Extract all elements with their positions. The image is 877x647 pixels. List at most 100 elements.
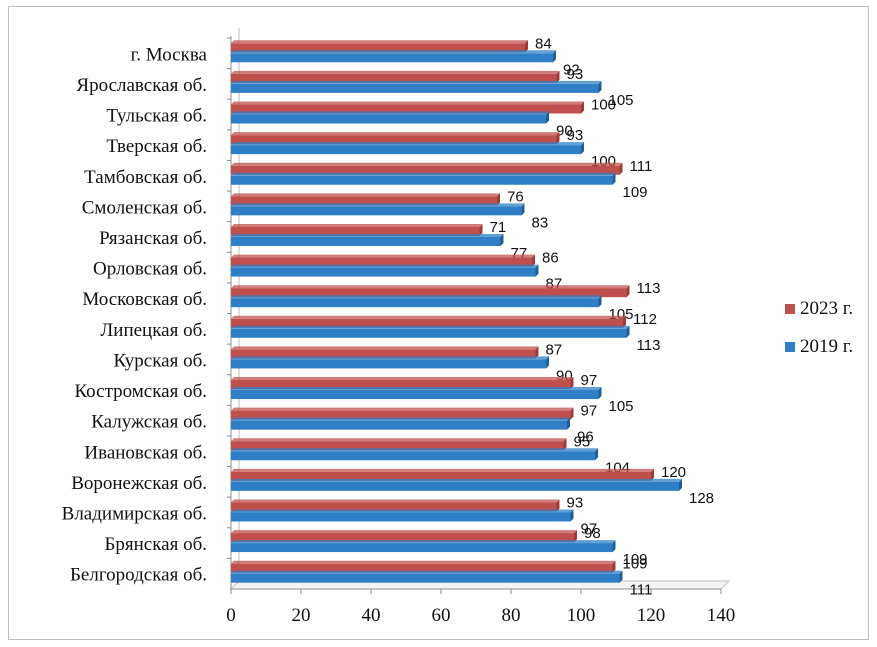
bar-2023-cap	[556, 132, 560, 145]
bar-2019-top	[231, 417, 570, 421]
bar-2019	[231, 53, 553, 63]
bar-2019-top	[231, 448, 598, 452]
bar-2023	[231, 380, 571, 390]
bar-2019	[231, 420, 567, 430]
data-label-2023: 112	[633, 311, 657, 328]
data-label-2023: 93	[567, 494, 584, 511]
category-label: Костромская об.	[74, 381, 207, 402]
data-label-2023: 98	[584, 525, 601, 542]
bar-2023-top	[231, 162, 623, 166]
x-tick-label: 80	[502, 605, 521, 626]
bar-2023-top	[231, 254, 535, 258]
bar-2019-cap	[598, 387, 602, 400]
bar-2023	[231, 43, 525, 53]
bar-2023-cap	[556, 499, 560, 512]
category-label: г. Москва	[131, 44, 208, 65]
bar-2019-top	[231, 203, 525, 207]
bar-2019	[231, 175, 613, 185]
bar-2023	[231, 318, 623, 328]
data-label-2023: 100	[591, 97, 616, 114]
data-label-2023: 71	[490, 219, 507, 236]
bar-2019-cap	[546, 111, 549, 124]
bar-2023-top	[231, 132, 560, 136]
bar-2023-cap	[651, 468, 654, 481]
x-tick-label: 40	[362, 605, 381, 626]
bar-2019-top	[231, 142, 584, 146]
bar-2023	[231, 288, 627, 298]
bar-2023	[231, 135, 557, 145]
bar-2023-cap	[556, 70, 560, 83]
bar-2019	[231, 114, 546, 124]
data-label-2019: 96	[577, 429, 594, 446]
data-label-2023: 120	[661, 464, 686, 481]
bar-2019	[231, 573, 620, 583]
data-label-2019: 105	[609, 92, 634, 109]
data-label-2023: 87	[546, 341, 563, 358]
bar-2023-top	[231, 101, 584, 105]
bar-2019-cap	[626, 325, 630, 338]
data-label-2019: 128	[689, 490, 714, 507]
bar-2023-cap	[612, 560, 616, 573]
bar-2023-top	[231, 70, 560, 74]
bar-2023	[231, 410, 571, 420]
bar-2019-top	[231, 233, 504, 237]
legend-swatch-0	[785, 304, 795, 314]
bar-2023	[231, 226, 480, 236]
data-label-2019: 113	[637, 337, 661, 354]
bar-2023-cap	[525, 40, 528, 53]
x-tick-label: 0	[226, 605, 236, 626]
bar-2019-cap	[570, 509, 574, 522]
data-label-2019: 92	[563, 61, 580, 78]
x-tick-label: 120	[637, 605, 666, 626]
bar-2019-cap	[553, 50, 556, 63]
data-label-2023: 76	[507, 188, 524, 205]
bar-2019-top	[231, 80, 602, 84]
bar-2023-cap	[626, 285, 630, 298]
bar-2019-cap	[521, 203, 525, 216]
bar-2023-cap	[623, 315, 626, 328]
bar-2019	[231, 390, 599, 400]
bar-2023-cap	[563, 438, 567, 451]
x-tick-label: 60	[432, 605, 451, 626]
bar-2023-top	[231, 499, 560, 503]
bar-2023	[231, 104, 581, 114]
bar-2023-top	[231, 223, 483, 227]
bar-2019-cap	[619, 570, 623, 583]
bar-2019	[231, 236, 501, 246]
bar-2023	[231, 441, 564, 451]
bar-2019-top	[231, 540, 616, 544]
category-label: Липецкая об.	[100, 320, 207, 341]
bar-2019-top	[231, 478, 682, 482]
category-label: Тамбовская об.	[84, 167, 207, 188]
bar-2019-top	[231, 356, 549, 360]
bar-2023-cap	[619, 162, 623, 175]
bar-2023	[231, 73, 557, 83]
bar-2023-cap	[497, 193, 500, 206]
category-label: Воронежская об.	[71, 473, 207, 494]
bar-2023-top	[231, 530, 577, 534]
bar-2023-top	[231, 560, 616, 564]
bar-2019-cap	[612, 540, 616, 553]
category-label: Брянская об.	[104, 534, 207, 555]
data-label-2023: 95	[574, 433, 591, 450]
bar-2023-top	[231, 193, 500, 197]
bar-2019-cap	[612, 172, 616, 185]
legend-label-0: 2023 г.	[800, 298, 853, 319]
data-label-2023: 86	[542, 250, 559, 267]
bar-2019	[231, 267, 536, 277]
bar-2023-top	[231, 377, 574, 381]
bar-2019	[231, 359, 546, 369]
data-label-2023: 109	[623, 556, 648, 573]
bar-2023-cap	[574, 530, 577, 543]
x-tick-label: 20	[292, 605, 311, 626]
bar-2023-cap	[570, 377, 574, 390]
bar-2023-top	[231, 407, 574, 411]
bar-2019-top	[231, 172, 616, 176]
legend-label-1: 2019 г.	[800, 336, 853, 357]
bar-2023-cap	[532, 254, 535, 267]
bar-2019	[231, 328, 627, 338]
category-label: Орловская об.	[93, 259, 207, 280]
bar-2019-top	[231, 50, 556, 54]
category-label: Тульская об.	[106, 106, 207, 127]
